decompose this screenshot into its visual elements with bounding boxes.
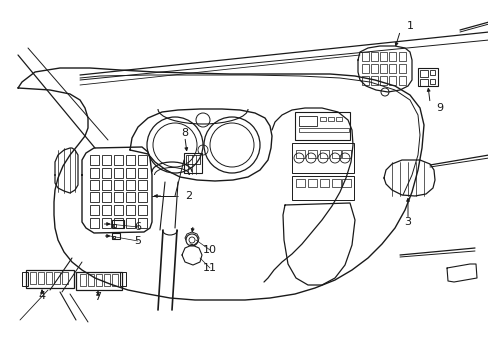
Text: 10: 10 [203, 245, 217, 255]
Bar [138, 155, 147, 165]
Bar [379, 64, 386, 73]
Bar [138, 218, 147, 228]
Bar [90, 168, 99, 178]
Bar [398, 64, 405, 73]
Bar [88, 274, 94, 286]
Bar [319, 179, 328, 187]
Bar [22, 272, 28, 286]
Bar [138, 192, 147, 202]
Bar [114, 218, 123, 228]
Bar [361, 52, 368, 61]
Text: 1: 1 [406, 21, 413, 31]
Bar [419, 70, 427, 77]
Bar [138, 180, 147, 190]
Bar [26, 270, 74, 288]
Bar [417, 68, 437, 86]
Bar [429, 70, 434, 75]
Text: 11: 11 [203, 263, 217, 273]
Bar [291, 143, 353, 173]
Bar [341, 179, 350, 187]
Bar [335, 117, 341, 121]
Bar [319, 150, 328, 158]
Bar [388, 76, 395, 85]
Bar [341, 150, 350, 158]
Bar [102, 180, 111, 190]
Bar [379, 52, 386, 61]
Bar [295, 150, 305, 158]
Bar [294, 112, 349, 140]
Bar [114, 192, 123, 202]
Bar [331, 179, 340, 187]
Bar [114, 168, 123, 178]
Bar [90, 205, 99, 215]
Bar [307, 179, 316, 187]
Bar [113, 224, 116, 227]
Bar [291, 176, 353, 200]
Bar [62, 272, 68, 284]
Bar [126, 192, 135, 202]
Bar [295, 179, 305, 187]
Bar [38, 272, 44, 284]
Bar [185, 155, 200, 164]
Bar [96, 274, 102, 286]
Bar [80, 274, 86, 286]
Text: 2: 2 [185, 191, 192, 201]
Text: 4: 4 [39, 291, 45, 301]
Bar [331, 150, 340, 158]
Bar [429, 79, 434, 84]
Bar [388, 64, 395, 73]
Bar [298, 128, 348, 132]
Bar [114, 180, 123, 190]
Bar [126, 180, 135, 190]
Bar [102, 205, 111, 215]
Bar [398, 76, 405, 85]
Bar [120, 272, 126, 286]
Bar [388, 52, 395, 61]
Text: 8: 8 [181, 128, 188, 138]
Bar [102, 155, 111, 165]
Text: 3: 3 [404, 217, 411, 227]
Bar [138, 168, 147, 178]
Bar [183, 153, 202, 173]
Bar [298, 116, 316, 126]
Bar [114, 155, 123, 165]
Bar [112, 274, 118, 286]
Bar [112, 220, 124, 228]
Bar [102, 218, 111, 228]
Bar [327, 117, 333, 121]
Bar [361, 76, 368, 85]
Bar [90, 218, 99, 228]
Bar [138, 205, 147, 215]
Bar [90, 192, 99, 202]
Bar [361, 64, 368, 73]
Bar [126, 205, 135, 215]
Text: 9: 9 [436, 103, 443, 113]
Text: 6: 6 [134, 222, 141, 232]
Bar [126, 218, 135, 228]
Text: 7: 7 [94, 292, 102, 302]
Bar [398, 52, 405, 61]
Bar [90, 155, 99, 165]
Text: 5: 5 [134, 236, 141, 246]
Bar [370, 52, 377, 61]
Bar [114, 205, 123, 215]
Bar [102, 168, 111, 178]
Bar [379, 76, 386, 85]
Bar [126, 155, 135, 165]
Bar [54, 272, 60, 284]
Bar [113, 236, 115, 238]
Bar [90, 180, 99, 190]
Bar [419, 79, 427, 86]
Bar [30, 272, 36, 284]
Bar [76, 272, 122, 290]
Bar [126, 168, 135, 178]
Bar [370, 76, 377, 85]
Bar [370, 64, 377, 73]
Bar [102, 192, 111, 202]
Bar [46, 272, 52, 284]
Bar [307, 150, 316, 158]
Bar [112, 233, 120, 239]
Bar [104, 274, 110, 286]
Bar [319, 117, 325, 121]
